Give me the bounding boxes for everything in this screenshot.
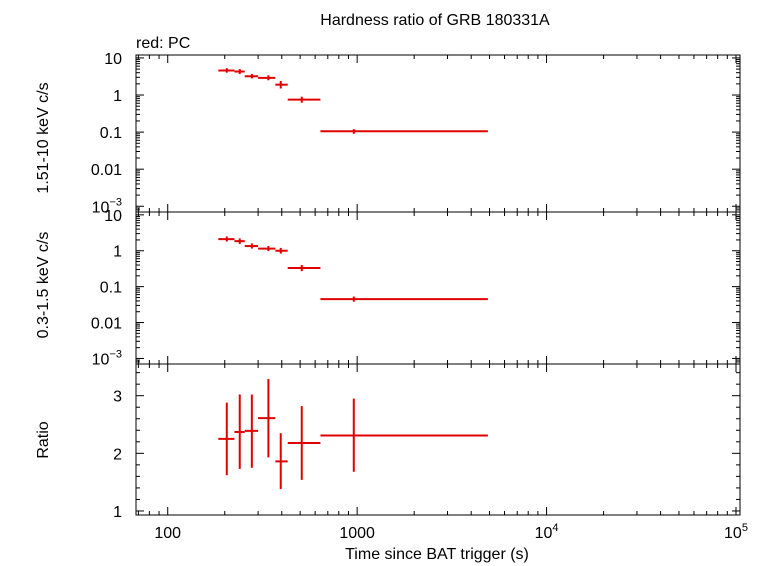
data-point [287, 406, 321, 480]
data-point [287, 265, 321, 272]
data-point [244, 243, 259, 249]
y-tick-label: 0.1 [100, 125, 122, 142]
data-point [320, 398, 488, 472]
y-axis-title-soft: 0.3-1.5 keV c/s [35, 232, 52, 339]
chart-title: Hardness ratio of GRB 180331A [320, 12, 550, 29]
x-tick-labels: 100 1000 104 105 [154, 522, 748, 542]
panel-frame [135, 54, 741, 213]
panel-ratio: 1 2 3 [113, 363, 741, 521]
y-tick-label: 0.01 [91, 316, 122, 333]
data-point [320, 296, 488, 302]
x-axis-title: Time since BAT trigger (s) [345, 546, 529, 563]
y-tick-label: 0.1 [100, 280, 122, 297]
data-point [258, 246, 276, 252]
data-point [244, 394, 259, 468]
y-tick-label: 3 [113, 389, 122, 406]
y-tick-label: 10−3 [92, 348, 122, 368]
data-point [275, 80, 288, 89]
x-tick-label: 1000 [339, 525, 375, 542]
data-point [275, 247, 288, 254]
y-tick-label: 0.01 [91, 162, 122, 179]
data-point [320, 129, 488, 134]
x-tick-label: 105 [724, 522, 748, 542]
data-point [258, 75, 276, 81]
y-tick-label: 2 [113, 446, 122, 463]
y-tick-label: 10 [104, 208, 122, 225]
panel-frame [135, 211, 741, 365]
data-point [244, 73, 259, 79]
y-tick-label: 1 [113, 504, 122, 521]
data-point [234, 69, 245, 74]
data-point [218, 68, 235, 73]
y-tick-label: 1 [113, 88, 122, 105]
data-point [218, 402, 235, 476]
y-tick-label: 1 [113, 244, 122, 261]
y-axis-title-ratio: Ratio [35, 421, 52, 458]
panel-hard: 10 1 0.1 0.01 10−3 [91, 51, 741, 216]
x-tick-label: 104 [535, 522, 559, 542]
data-point [234, 394, 245, 469]
data-point [218, 236, 235, 242]
y-tick-label: 10−3 [92, 196, 122, 216]
data-point [234, 238, 245, 244]
y-axis-title-hard: 1.51-10 keV c/s [35, 82, 52, 193]
panel-soft: 10 1 0.1 0.01 10−3 [91, 208, 741, 368]
data-point [287, 96, 321, 103]
chart-subtitle: red: PC [136, 35, 190, 52]
panel-frame [135, 363, 741, 516]
y-tick-label: 10 [104, 51, 122, 68]
data-point [258, 378, 276, 458]
data-point [275, 433, 288, 490]
x-tick-label: 100 [154, 525, 181, 542]
